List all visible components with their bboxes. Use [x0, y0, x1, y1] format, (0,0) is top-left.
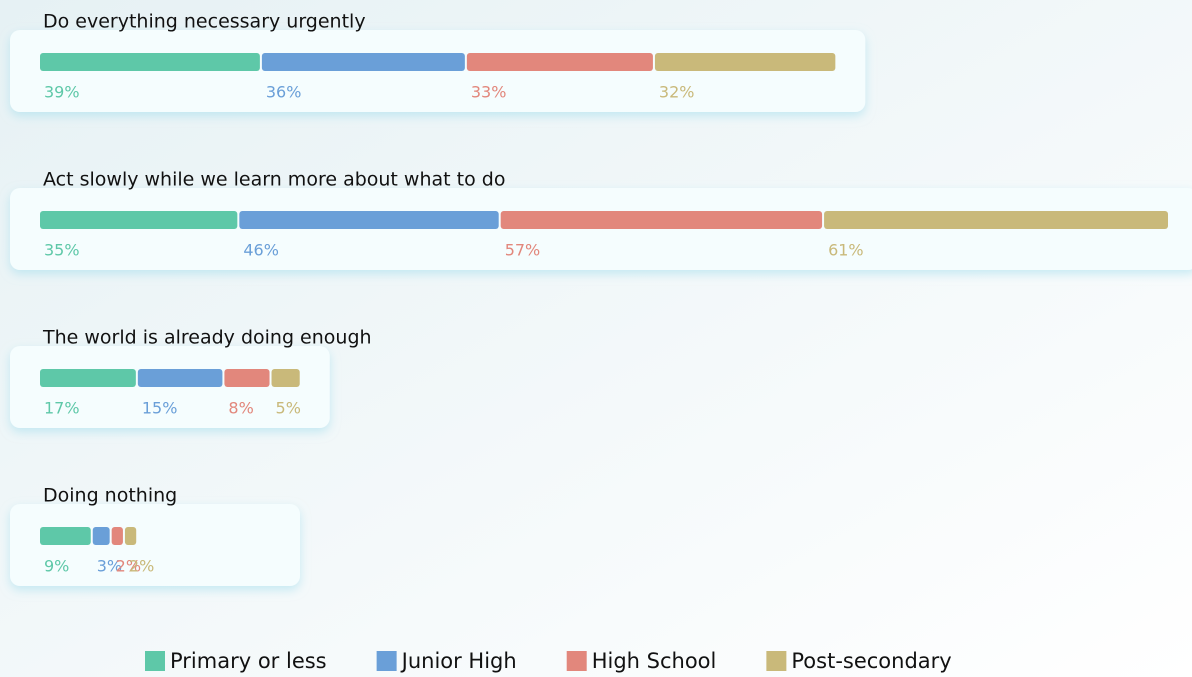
bar-segment: [224, 369, 270, 387]
value-label: 32%: [659, 83, 695, 102]
bar-segment: [124, 527, 137, 545]
legend-label: Post-secondary: [791, 649, 951, 673]
value-label: 3%: [97, 557, 122, 576]
legend-label: Primary or less: [170, 649, 327, 673]
legend-label: Junior High: [400, 649, 517, 673]
value-label: 39%: [44, 83, 80, 102]
bar-segment: [40, 369, 136, 387]
value-label: 57%: [505, 241, 541, 260]
legend-swatch: [566, 651, 587, 671]
value-label: 36%: [266, 83, 302, 102]
category-label: Doing nothing: [43, 485, 177, 507]
value-label: 61%: [828, 241, 864, 260]
value-label: 5%: [276, 399, 301, 418]
bar-segment: [111, 527, 123, 545]
value-label: 35%: [44, 241, 80, 260]
category-label: Act slowly while we learn more about wha…: [43, 169, 505, 191]
bar-segment: [466, 53, 653, 71]
legend-swatch: [376, 651, 397, 671]
legend-swatch: [766, 651, 787, 671]
bar-segment: [137, 369, 223, 387]
bar-segment: [271, 369, 300, 387]
bar-segment: [261, 53, 465, 71]
bar-segment: [654, 53, 836, 71]
value-label: 2%: [129, 557, 154, 576]
value-label: 9%: [44, 557, 69, 576]
bar-segment: [500, 211, 823, 229]
legend-swatch: [145, 651, 165, 671]
bar-segment: [40, 527, 91, 545]
value-label: 17%: [44, 399, 80, 418]
card: [10, 504, 300, 586]
value-label: 46%: [243, 241, 279, 260]
bar-segment: [824, 211, 1168, 229]
value-label: 8%: [228, 399, 253, 418]
value-label: 2%: [116, 557, 141, 576]
bar-segment: [239, 211, 499, 229]
bar-segment: [92, 527, 110, 545]
value-label: 33%: [471, 83, 507, 102]
category-label: The world is already doing enough: [42, 327, 372, 349]
bar-segment: [40, 53, 260, 71]
bar-segment: [40, 211, 238, 229]
value-label: 15%: [142, 399, 178, 418]
legend-label: High School: [592, 649, 717, 673]
category-label: Do everything necessary urgently: [43, 11, 366, 33]
